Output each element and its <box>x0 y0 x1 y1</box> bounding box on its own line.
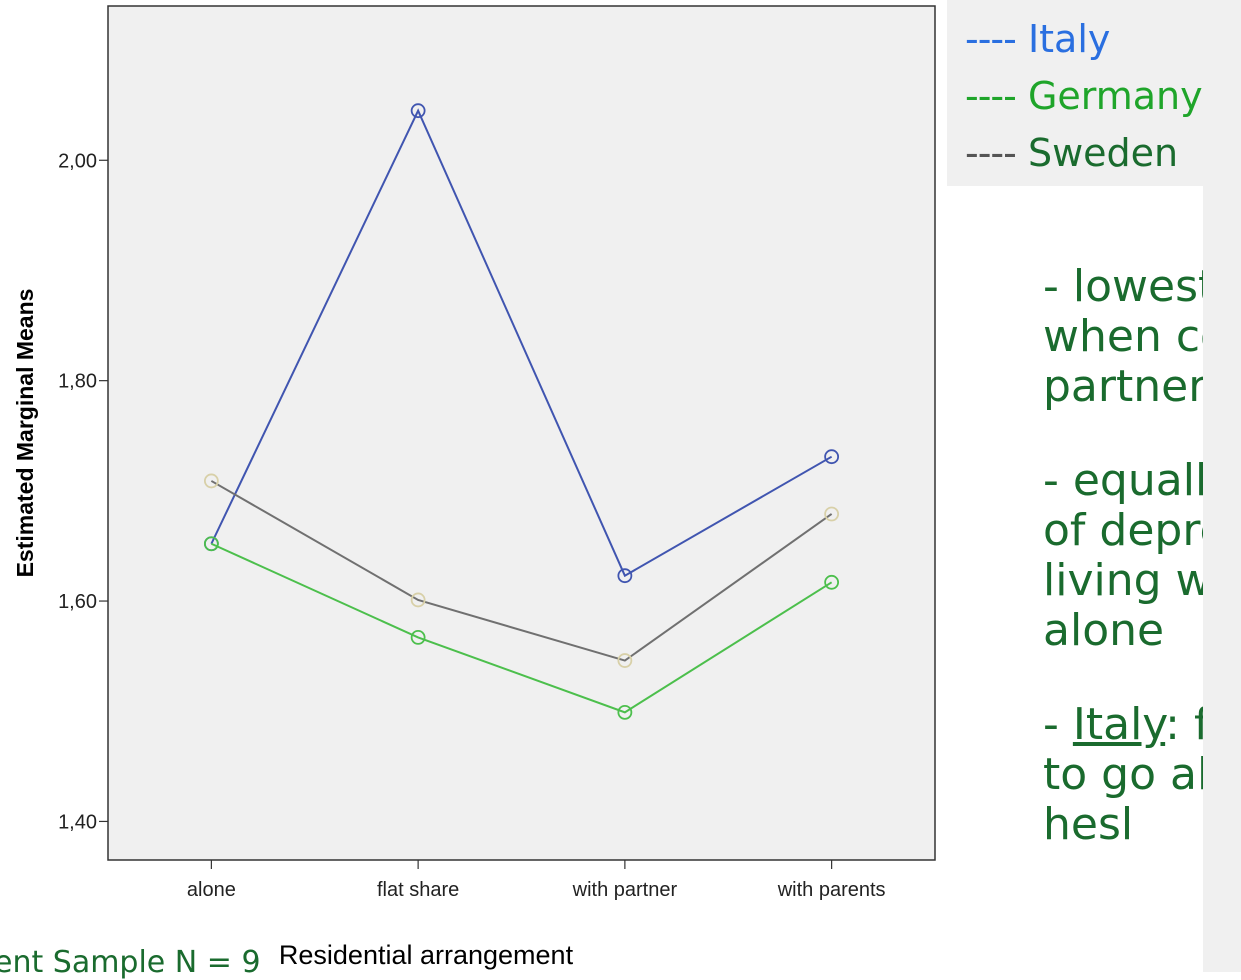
y-axis-title: Estimated Marginal Means <box>12 289 38 578</box>
y-axis: 1,40 1,60 1,80 2,00 <box>58 150 108 833</box>
data-point-sweden <box>617 653 633 668</box>
data-point-germany <box>617 704 633 720</box>
data-point-italy <box>824 449 840 465</box>
legend-label-germany: Germany <box>1027 74 1203 118</box>
note-2: - equall of depre living w alone <box>1043 456 1203 656</box>
note-1-line: partner <box>1043 361 1203 412</box>
x-axis-title: Residential arrangement <box>278 940 574 970</box>
side-panel <box>1203 186 1241 972</box>
data-point-germany <box>410 630 426 645</box>
note-1-line: - lowest <box>1043 262 1203 312</box>
series-line-sweden <box>210 480 833 662</box>
notes-text: - lowest when co partner - equall of dep… <box>1043 262 1203 972</box>
y-tick-label: 1,40 <box>58 811 97 833</box>
note-3-line: hesl <box>1043 799 1134 850</box>
legend-item-sweden: ---- Sweden <box>965 133 1178 173</box>
series-line-italy <box>210 108 833 578</box>
data-point-germany <box>824 574 840 590</box>
x-tick-label: flat share <box>377 879 459 901</box>
series-layer <box>203 103 840 720</box>
x-axis: alone flat share with partner with parents <box>187 860 886 901</box>
note-1: - lowest when co partner <box>1043 262 1203 412</box>
legend-dash-italy: ---- <box>965 17 1017 61</box>
legend-dash-germany: ---- <box>965 74 1017 118</box>
legend-item-italy: ---- Italy <box>965 19 1110 59</box>
data-point-sweden <box>203 473 219 489</box>
note-3-rest: : f <box>1165 699 1203 750</box>
note-2-line: - equall <box>1043 455 1203 506</box>
y-tick-label: 1,60 <box>58 591 97 613</box>
legend-item-germany: ---- Germany <box>965 76 1203 116</box>
x-tick-label: alone <box>187 879 236 901</box>
data-point-italy <box>410 103 426 119</box>
y-tick-label: 2,00 <box>58 150 97 172</box>
x-tick-label: with parents <box>777 879 886 901</box>
legend-label-sweden: Sweden <box>1027 131 1179 175</box>
series-line-germany <box>210 542 833 714</box>
note-2-line: alone <box>1043 605 1165 656</box>
plot-area <box>107 5 936 861</box>
note-3-line: to go al <box>1043 749 1203 800</box>
data-point-sweden <box>410 592 426 608</box>
data-point-germany <box>203 536 219 552</box>
note-3-country: Italy <box>1072 699 1166 750</box>
note-3: - Italy: f to go al hesl <box>1043 700 1203 850</box>
note-3-line-1: - Italy: f <box>1043 700 1203 750</box>
note-1-line: when co <box>1043 311 1203 362</box>
x-tick-label: with partner <box>572 879 678 901</box>
chart: 1,40 1,60 1,80 2,00 alone flat share with par… <box>12 5 936 901</box>
note-3-prefix: - <box>1043 699 1073 750</box>
legend-dash-sweden: ---- <box>965 131 1017 175</box>
legend: ---- Italy ---- Germany ---- Sweden <box>947 0 1241 186</box>
legend-label-italy: Italy <box>1027 17 1111 61</box>
data-point-italy <box>617 568 633 584</box>
data-point-sweden <box>824 506 840 522</box>
note-2-line: of depre <box>1043 505 1203 556</box>
note-2-line: living w <box>1043 555 1203 606</box>
y-tick-label: 1,80 <box>58 371 97 393</box>
sample-footnote: ent Sample N = 9 <box>0 945 261 980</box>
